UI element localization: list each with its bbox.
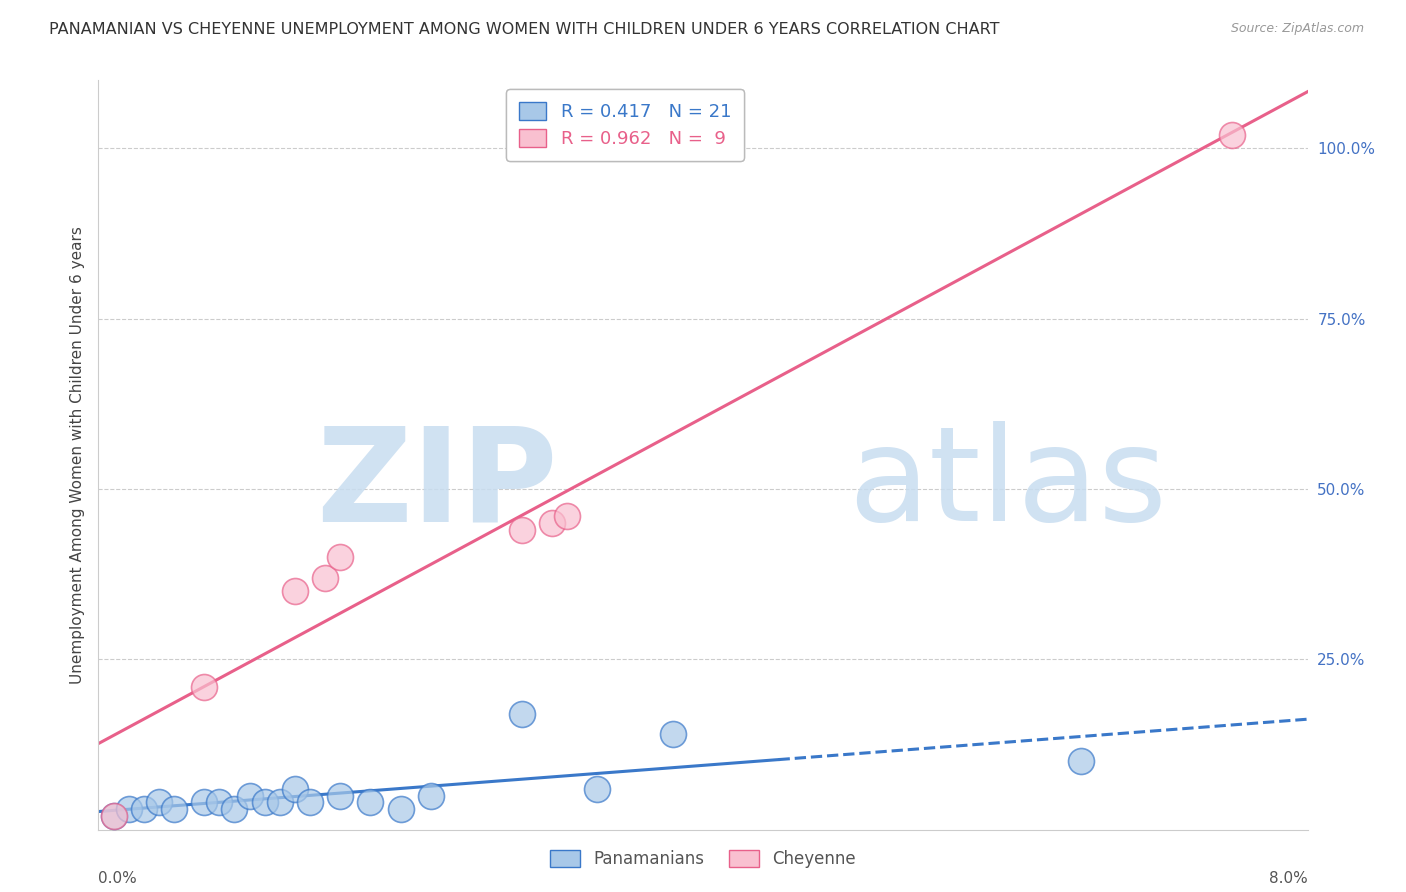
Point <box>118 802 141 816</box>
Point <box>239 789 262 803</box>
Point <box>208 795 231 809</box>
Point <box>329 550 352 565</box>
Text: 0.0%: 0.0% <box>98 871 138 886</box>
Point <box>420 789 443 803</box>
Point <box>1070 755 1092 769</box>
Point <box>329 789 352 803</box>
Point <box>284 584 307 599</box>
Point <box>193 795 215 809</box>
Point <box>103 809 125 823</box>
Point <box>132 802 155 816</box>
Point <box>314 570 336 584</box>
Point <box>540 516 562 530</box>
Point <box>555 509 578 524</box>
Point <box>163 802 186 816</box>
Point <box>360 795 382 809</box>
Point <box>103 809 125 823</box>
Point <box>510 706 533 721</box>
Point <box>389 802 412 816</box>
Text: atlas: atlas <box>848 421 1167 549</box>
Point <box>586 781 609 796</box>
Legend: Panamanians, Cheyenne: Panamanians, Cheyenne <box>543 843 863 875</box>
Point <box>253 795 276 809</box>
Point <box>193 680 215 694</box>
Point <box>269 795 291 809</box>
Point <box>224 802 246 816</box>
Point <box>284 781 307 796</box>
Text: ZIP: ZIP <box>316 421 558 549</box>
Legend: R = 0.417   N = 21, R = 0.962   N =  9: R = 0.417 N = 21, R = 0.962 N = 9 <box>506 89 744 161</box>
Text: PANAMANIAN VS CHEYENNE UNEMPLOYMENT AMONG WOMEN WITH CHILDREN UNDER 6 YEARS CORR: PANAMANIAN VS CHEYENNE UNEMPLOYMENT AMON… <box>49 22 1000 37</box>
Text: 8.0%: 8.0% <box>1268 871 1308 886</box>
Point <box>1220 128 1243 142</box>
Y-axis label: Unemployment Among Women with Children Under 6 years: Unemployment Among Women with Children U… <box>69 226 84 684</box>
Point <box>299 795 322 809</box>
Point <box>661 727 683 741</box>
Point <box>148 795 170 809</box>
Text: Source: ZipAtlas.com: Source: ZipAtlas.com <box>1230 22 1364 36</box>
Point <box>510 523 533 537</box>
